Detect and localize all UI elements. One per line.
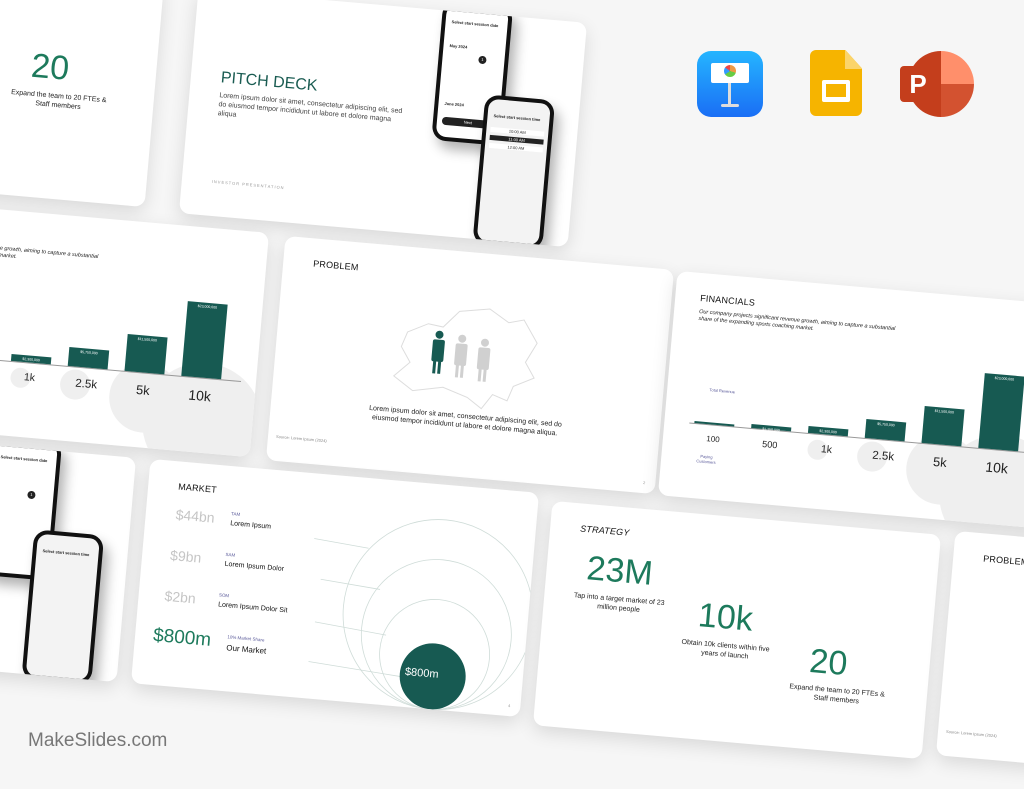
slide-pitch-deck[interactable]: PITCH DECK Lorem ipsum dolor sit amet, c…	[178, 0, 588, 248]
slide-market[interactable]: MARKET $800m $44bn TAM Lorem Ipsum $9bn …	[130, 458, 540, 718]
bar-3: $5,750,000	[864, 419, 907, 442]
person-icon	[476, 338, 491, 382]
bar-data-label: $5,750,000	[877, 422, 895, 428]
slide-financials-partial[interactable]: FINANCIALS Our company projects signific…	[0, 198, 270, 458]
pitch-body: Lorem ipsum dolor sit amet, consectetur …	[217, 92, 403, 124]
slide-pitch-partial[interactable]: Select start session date 1 Select start…	[0, 423, 137, 683]
phone-heading: Select start session time	[42, 548, 90, 558]
slide-financials[interactable]: FINANCIALS Our company projects signific…	[657, 270, 1024, 530]
financials-body: Our company projects significant revenue…	[0, 237, 99, 261]
map-outline	[392, 308, 538, 410]
stat-value: 10k	[696, 596, 755, 639]
person-icon	[454, 334, 468, 378]
category-label: 10k	[984, 458, 1009, 477]
category-label: 100	[705, 434, 721, 445]
strategy-title: STRATEGY	[579, 523, 630, 538]
phone-mockup: Select start session time	[21, 529, 105, 683]
revenue-label: Total Revenue	[709, 387, 736, 395]
slide-strategy-partial[interactable]: 10k Obtain 10k clients within five years…	[0, 0, 165, 208]
powerpoint-letter: P	[900, 66, 936, 102]
page-number: 2	[642, 480, 646, 486]
problem-title: PROBLEM	[312, 258, 359, 273]
stat-value: 20	[29, 46, 71, 88]
bar-5: $23,000,000	[181, 301, 228, 380]
pitch-footer: INVESTOR PRESENTATION	[211, 178, 285, 191]
selected-day[interactable]: 1	[27, 490, 36, 500]
our-market-circle	[399, 643, 466, 710]
time-option[interactable]: 12:00 AM	[488, 142, 544, 153]
category-label: 10k	[187, 386, 212, 405]
category-label: 500	[761, 438, 778, 451]
customers-label: Paying Customers	[696, 453, 716, 465]
stat-text: Expand the team to 20 FTEs & Staff membe…	[10, 89, 107, 112]
bar-data-label: $11,500,000	[934, 408, 955, 415]
month-label: May 2024	[449, 43, 468, 50]
market-circles	[308, 519, 534, 710]
bar-1: $1,150,000	[751, 424, 792, 433]
market-tag: SOM	[218, 592, 230, 599]
slide-problem[interactable]: PROBLEM Lorem ipsum dolor sit amet, cons…	[265, 235, 675, 495]
phone-heading: Select start session time	[493, 113, 541, 123]
source-note: Source: Lorem Ipsum (2024)	[945, 728, 997, 739]
bar-2: $2,300,000	[10, 353, 52, 365]
bar-data-label: $5,750,000	[80, 350, 98, 356]
financials-title: FINANCIALS	[699, 293, 756, 308]
stat-value: 20	[807, 642, 849, 684]
stat-value: 23M	[585, 549, 655, 593]
powerpoint-icon: P	[900, 51, 974, 117]
phone-heading: Select start session date	[451, 19, 499, 29]
source-note: Source: Lorem Ipsum (2024)	[275, 433, 327, 444]
google-slides-icon	[810, 50, 862, 116]
month-label: June 2024	[444, 100, 465, 108]
bar-4: $11,500,000	[921, 405, 965, 447]
market-value: $9bn	[169, 547, 202, 566]
bar-data-label: $11,500,000	[137, 336, 158, 343]
bar-data-label: $2,300,000	[819, 428, 838, 434]
bar-data-label: $23,000,000	[994, 375, 1015, 382]
problem-title: PROBLEM	[982, 553, 1024, 568]
bar-data-label: $1,150,000	[762, 427, 780, 433]
stat-text: Expand the team to 20 FTEs & Staff membe…	[789, 683, 886, 706]
bar-data-label: $2,300,000	[22, 356, 41, 362]
people-icons	[431, 330, 491, 382]
market-value: $2bn	[163, 587, 197, 607]
watermark: MakeSlides.com	[28, 730, 168, 751]
financials-body: Our company projects significant revenue…	[698, 308, 896, 333]
page-number: 4	[507, 703, 511, 709]
selected-day[interactable]: 1	[478, 55, 487, 65]
bar-data-label: $23,000,000	[197, 303, 218, 310]
bar-4: $11,500,000	[124, 333, 168, 375]
bar-3: $5,750,000	[67, 347, 110, 370]
market-tag: SAM	[225, 551, 236, 558]
slide-strategy[interactable]: STRATEGY 23M Tap into a target market of…	[532, 500, 942, 760]
stat-text: Obtain 10k clients within five years of …	[681, 638, 770, 661]
market-tag: TAM	[230, 511, 241, 517]
keynote-icon	[697, 51, 763, 117]
bar-5: $23,000,000	[978, 373, 1024, 452]
market-value: $44bn	[175, 506, 216, 526]
bar-2: $2,300,000	[807, 425, 849, 437]
person-icon-highlight	[431, 330, 445, 374]
stat-text: Tap into a target market of 23 million p…	[573, 592, 665, 614]
phone-mockup: Select start session time 10:00 AM 11:00…	[472, 94, 556, 248]
phone-heading: Select start session date	[0, 454, 48, 464]
slide-problem-partial[interactable]: PROBLEM Source: Lorem Ipsum (2024)	[935, 530, 1024, 789]
